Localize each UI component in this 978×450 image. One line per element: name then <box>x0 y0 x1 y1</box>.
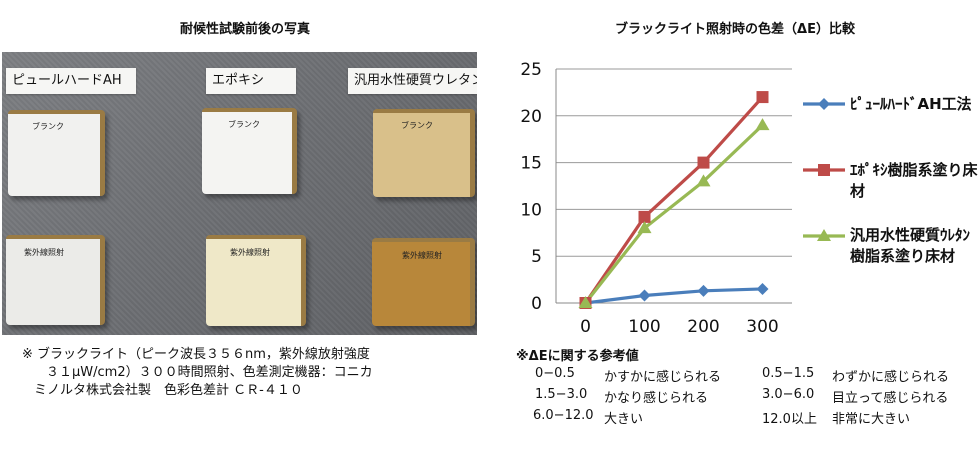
legend-marker-triangle <box>817 229 831 241</box>
caption-line-2: ３１μW/cm2）３００時間照射、色差測定機器：コニカ <box>46 365 373 380</box>
series-markers <box>578 91 770 309</box>
data-point-diamond <box>638 289 651 302</box>
ref-range: 6.0−12.0 <box>533 408 594 423</box>
sample-tag-blank: ブランク <box>401 121 433 130</box>
ref-range: 12.0以上 <box>762 412 817 427</box>
ref-desc: かなり感じられる <box>604 391 709 406</box>
photo-label-epoxy: エポキシ <box>206 68 296 94</box>
photo-label-pyurhard: ピュールハードAH <box>6 68 136 94</box>
sample-photo: ピュールハードAH エポキシ 汎用水性硬質ウレタン ブランク ブランク ブランク… <box>2 52 477 335</box>
reference-title: ※ΔEに関する参考値 <box>516 349 639 364</box>
sample-tag-uv: 紫外線照射 <box>402 251 442 260</box>
sample-urethane-blank: ブランク <box>373 109 475 197</box>
x-tick-label: 100 <box>628 317 660 337</box>
legend-marker-diamond <box>818 98 830 110</box>
legend-markers <box>803 98 845 241</box>
caption-line-1: ※ ブラックライト（ピーク波長３５６nm，紫外線放射強度 <box>22 347 370 362</box>
data-point-square <box>756 91 769 104</box>
sample-epoxy-blank: ブランク <box>202 108 297 194</box>
legend-marker-square <box>818 164 830 176</box>
y-tick-label: 15 <box>520 154 542 174</box>
legend-label-pyurhard: ﾋﾟｭｰﾙﾊｰﾄﾞAH工法 <box>850 95 972 113</box>
ref-range: 0.5−1.5 <box>762 366 815 381</box>
ref-desc: 大きい <box>604 412 644 427</box>
x-tick-label: 300 <box>746 317 778 337</box>
y-tick-label: 5 <box>531 247 542 267</box>
series-line-square <box>584 96 764 304</box>
x-tick-label: 200 <box>687 317 719 337</box>
ref-range: 3.0−6.0 <box>762 387 815 402</box>
y-tick-label: 25 <box>520 60 542 80</box>
data-point-triangle <box>578 296 593 308</box>
data-point-triangle <box>755 118 770 131</box>
photo-title: 耐候性試験前後の写真 <box>179 22 310 37</box>
series-line-diamond <box>585 287 763 305</box>
legend-label-urethane: 汎用水性硬質ｳﾚﾀﾝ樹脂系塗り床材 <box>850 226 971 265</box>
data-point-diamond <box>756 282 769 295</box>
legend-label-epoxy: ｴﾎﾟｷｼ樹脂系塗り床材 <box>850 161 978 200</box>
data-point-square <box>638 210 651 223</box>
data-point-triangle <box>637 221 652 234</box>
sample-tag-blank: ブランク <box>228 120 260 129</box>
data-point-square <box>697 156 710 169</box>
sample-pyurhard-uv: 紫外線照射 <box>6 235 105 325</box>
sample-tag-blank: ブランク <box>32 122 64 131</box>
ref-desc: かすかに感じられる <box>604 370 722 385</box>
sample-urethane-uv: 紫外線照射 <box>372 238 475 326</box>
data-point-diamond <box>697 284 710 297</box>
chart-gridlines <box>556 68 792 257</box>
sample-tag-uv: 紫外線照射 <box>24 248 64 257</box>
ref-range: 1.5−3.0 <box>535 387 588 402</box>
x-tick-labels: 0 100 200 300 <box>580 317 779 337</box>
y-tick-label: 0 <box>531 294 542 314</box>
ref-desc: 目立って感じられる <box>832 391 949 406</box>
photo-label-urethane: 汎用水性硬質ウレタン <box>348 68 477 94</box>
sample-pyurhard-blank: ブランク <box>8 110 105 196</box>
sample-tag-uv: 紫外線照射 <box>230 248 270 257</box>
chart-title: ブラックライト照射時の色差（ΔE）比較 <box>615 22 855 37</box>
series-lines <box>584 96 764 305</box>
sample-epoxy-uv: 紫外線照射 <box>206 235 306 326</box>
data-point-triangle <box>696 174 711 187</box>
ref-range: 0−0.5 <box>535 366 575 381</box>
x-tick-label: 0 <box>580 317 591 337</box>
ref-desc: 非常に大きい <box>832 412 911 427</box>
ref-desc: わずかに感じられる <box>832 370 950 385</box>
caption-line-3: ミノルタ株式会社製 色彩色差計 ＣＲ-４１０ <box>34 383 303 398</box>
y-tick-label: 10 <box>520 200 542 220</box>
series-line-triangle <box>584 124 764 304</box>
y-tick-label: 20 <box>520 107 542 127</box>
y-tick-labels: 0 5 10 15 20 25 <box>520 60 542 314</box>
